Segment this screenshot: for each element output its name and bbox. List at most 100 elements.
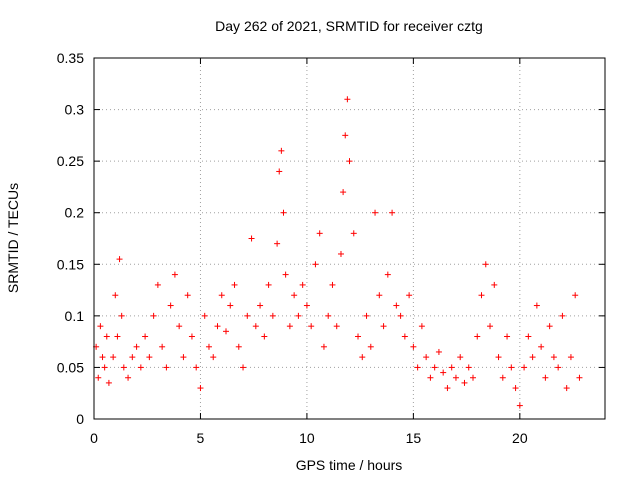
data-point bbox=[110, 354, 117, 361]
data-point bbox=[276, 168, 283, 175]
data-point bbox=[197, 385, 204, 392]
data-point bbox=[563, 385, 570, 392]
y-tick-label: 0.2 bbox=[65, 205, 85, 221]
data-point bbox=[240, 364, 247, 371]
data-point bbox=[329, 281, 336, 288]
data-point bbox=[487, 323, 494, 330]
data-point bbox=[344, 96, 351, 103]
data-point bbox=[325, 312, 332, 319]
data-point bbox=[137, 364, 144, 371]
x-tick-label: 15 bbox=[406, 430, 422, 446]
data-point bbox=[367, 343, 374, 350]
data-point bbox=[372, 209, 379, 216]
data-point bbox=[129, 354, 136, 361]
y-tick-label: 0.05 bbox=[57, 359, 84, 375]
data-point bbox=[280, 209, 287, 216]
y-tick-label: 0.3 bbox=[65, 102, 85, 118]
data-point bbox=[401, 333, 408, 340]
data-point bbox=[125, 374, 132, 381]
data-point bbox=[316, 230, 323, 237]
data-point bbox=[389, 209, 396, 216]
data-point bbox=[465, 364, 472, 371]
data-point bbox=[146, 354, 153, 361]
data-point bbox=[142, 333, 149, 340]
data-point bbox=[95, 374, 102, 381]
data-point bbox=[269, 312, 276, 319]
plot-frame bbox=[93, 57, 606, 420]
data-point bbox=[363, 312, 370, 319]
data-point bbox=[499, 374, 506, 381]
data-point bbox=[355, 333, 362, 340]
data-point bbox=[380, 323, 387, 330]
x-tick-label: 0 bbox=[90, 430, 98, 446]
data-point bbox=[435, 348, 442, 355]
x-tick-label: 10 bbox=[299, 430, 315, 446]
data-point bbox=[308, 323, 315, 330]
data-point bbox=[274, 240, 281, 247]
data-point bbox=[350, 230, 357, 237]
data-point bbox=[105, 379, 112, 386]
data-point bbox=[376, 292, 383, 299]
data-point bbox=[444, 385, 451, 392]
data-point bbox=[342, 132, 349, 139]
data-point bbox=[337, 250, 344, 257]
data-point bbox=[112, 292, 119, 299]
data-point bbox=[312, 261, 319, 268]
data-point bbox=[559, 312, 566, 319]
data-point bbox=[448, 364, 455, 371]
data-point bbox=[159, 343, 166, 350]
data-point bbox=[521, 364, 528, 371]
data-point bbox=[427, 374, 434, 381]
data-point bbox=[393, 302, 400, 309]
data-point bbox=[504, 333, 511, 340]
data-point bbox=[529, 354, 536, 361]
data-point bbox=[478, 292, 485, 299]
data-point bbox=[538, 343, 545, 350]
data-point bbox=[423, 354, 430, 361]
data-point bbox=[418, 323, 425, 330]
axis-ticks: 0 0.05 0.1 0.15 0.2 0.25 0.3 0.35 0 5 10 15 20 bbox=[57, 50, 605, 446]
data-point bbox=[116, 256, 123, 263]
data-point bbox=[452, 374, 459, 381]
data-point bbox=[282, 271, 289, 278]
data-point bbox=[410, 343, 417, 350]
data-point bbox=[495, 354, 502, 361]
data-point bbox=[167, 302, 174, 309]
data-point bbox=[231, 281, 238, 288]
data-point bbox=[99, 354, 106, 361]
data-point bbox=[346, 158, 353, 165]
data-point bbox=[516, 402, 523, 409]
data-point bbox=[214, 323, 221, 330]
data-point bbox=[457, 354, 464, 361]
data-point bbox=[223, 328, 230, 335]
y-tick-label: 0 bbox=[76, 411, 84, 427]
data-point bbox=[265, 281, 272, 288]
data-point bbox=[384, 271, 391, 278]
data-point bbox=[303, 302, 310, 309]
data-point bbox=[278, 147, 285, 154]
data-point bbox=[491, 281, 498, 288]
data-point bbox=[576, 374, 583, 381]
data-point bbox=[114, 333, 121, 340]
data-point bbox=[414, 364, 421, 371]
data-point bbox=[248, 235, 255, 242]
data-point bbox=[512, 385, 519, 392]
data-point bbox=[150, 312, 157, 319]
data-point bbox=[244, 312, 251, 319]
data-point bbox=[474, 333, 481, 340]
data-point bbox=[180, 354, 187, 361]
data-point bbox=[227, 302, 234, 309]
data-point bbox=[286, 323, 293, 330]
data-point bbox=[210, 354, 217, 361]
data-point bbox=[163, 364, 170, 371]
data-points bbox=[93, 96, 583, 409]
data-point bbox=[193, 364, 200, 371]
chart-title: Day 262 of 2021, SRMTID for receiver czt… bbox=[215, 18, 483, 34]
data-point bbox=[550, 354, 557, 361]
data-point bbox=[525, 333, 532, 340]
data-point bbox=[118, 312, 125, 319]
y-axis-label: SRMTID / TECUs bbox=[5, 183, 21, 293]
data-point bbox=[133, 343, 140, 350]
data-point bbox=[154, 281, 161, 288]
